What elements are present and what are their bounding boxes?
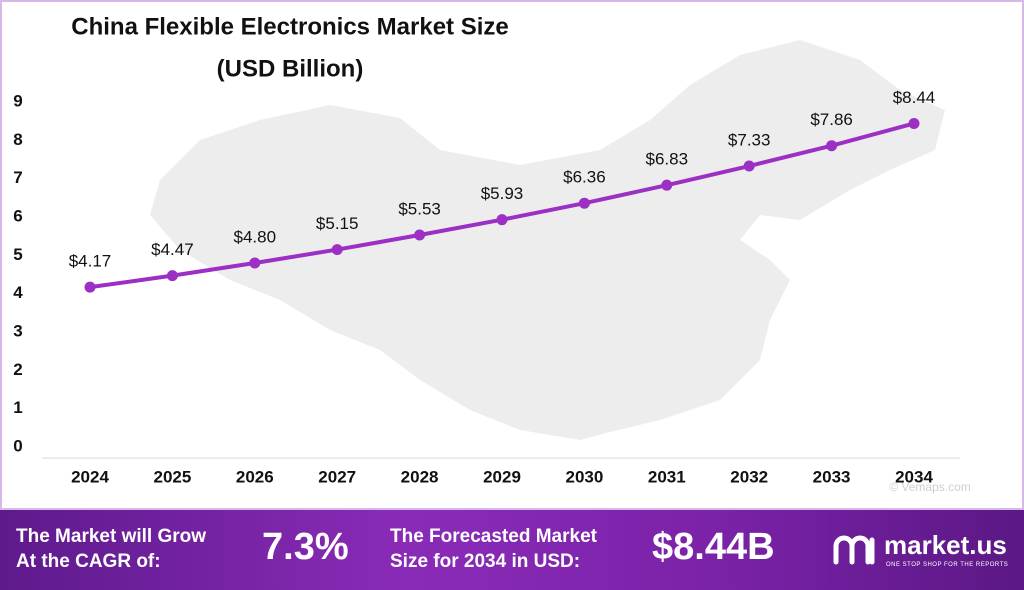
x-tick-label: 2034 [895, 467, 933, 486]
data-label: $4.17 [69, 252, 112, 271]
point [908, 117, 920, 129]
point [743, 160, 755, 172]
data-label: $4.47 [151, 240, 194, 259]
y-tick-label: 9 [13, 91, 22, 110]
y-tick-label: 7 [13, 168, 22, 187]
data-label: $5.15 [316, 214, 359, 233]
cagr-value: 7.3% [262, 526, 349, 568]
chart: China Flexible Electronics Market Size (… [0, 0, 1024, 510]
cagr-label: The Market will Grow At the CAGR of: [16, 524, 206, 574]
x-tick-label: 2028 [401, 467, 439, 486]
data-label: $6.36 [563, 168, 606, 187]
point [496, 214, 508, 226]
data-label: $8.44 [893, 88, 936, 107]
chart-title: China Flexible Electronics Market Size [71, 13, 508, 40]
y-tick-label: 8 [13, 130, 22, 149]
point [84, 281, 96, 293]
point [249, 257, 261, 269]
point [661, 179, 673, 191]
brand-tagline: ONE STOP SHOP FOR THE REPORTS [886, 562, 1009, 568]
y-tick-label: 2 [13, 360, 22, 379]
frame [0, 0, 1024, 510]
cagr-label-line: The Market will Grow [16, 526, 207, 547]
y-tick-label: 0 [13, 436, 22, 455]
forecast-label-line: Size for 2034 in USD: [390, 551, 581, 572]
x-tick-label: 2031 [648, 467, 686, 486]
x-tick-label: 2026 [236, 467, 274, 486]
x-tick-label: 2030 [565, 467, 603, 486]
forecast-label: The Forecasted Market Size for 2034 in U… [390, 524, 597, 574]
footer-banner: The Market will Grow At the CAGR of: 7.3… [0, 510, 1024, 590]
y-tick-label: 3 [13, 321, 22, 340]
x-tick-label: 2029 [483, 467, 521, 486]
y-tick-label: 1 [13, 398, 22, 417]
data-label: $7.86 [810, 110, 853, 129]
data-label: $5.93 [481, 184, 524, 203]
map-silhouette [150, 40, 945, 440]
data-label: $7.33 [728, 131, 771, 150]
point [331, 244, 343, 256]
chart-subtitle: (USD Billion) [217, 55, 364, 82]
point [826, 140, 838, 152]
cagr-label-line: At the CAGR of: [16, 551, 161, 572]
data-label: $6.83 [646, 150, 689, 169]
x-tick-label: 2033 [813, 467, 851, 486]
y-tick-label: 6 [13, 206, 22, 225]
x-tick-label: 2024 [71, 467, 109, 486]
data-label: $5.53 [398, 200, 441, 219]
y-tick-label: 5 [13, 245, 22, 264]
brand-logo [833, 535, 875, 565]
point [166, 270, 178, 282]
forecast-value: $8.44B [652, 526, 775, 568]
brand-name: market.us [884, 530, 1007, 560]
data-label: $4.80 [234, 227, 277, 246]
x-tick-label: 2032 [730, 467, 768, 486]
x-tick-label: 2027 [318, 467, 356, 486]
watermark: © Vemaps.com [889, 480, 971, 494]
point [414, 229, 426, 241]
y-tick-label: 4 [13, 283, 23, 302]
x-tick-label: 2025 [153, 467, 191, 486]
forecast-label-line: The Forecasted Market [390, 526, 597, 547]
point [578, 197, 590, 209]
